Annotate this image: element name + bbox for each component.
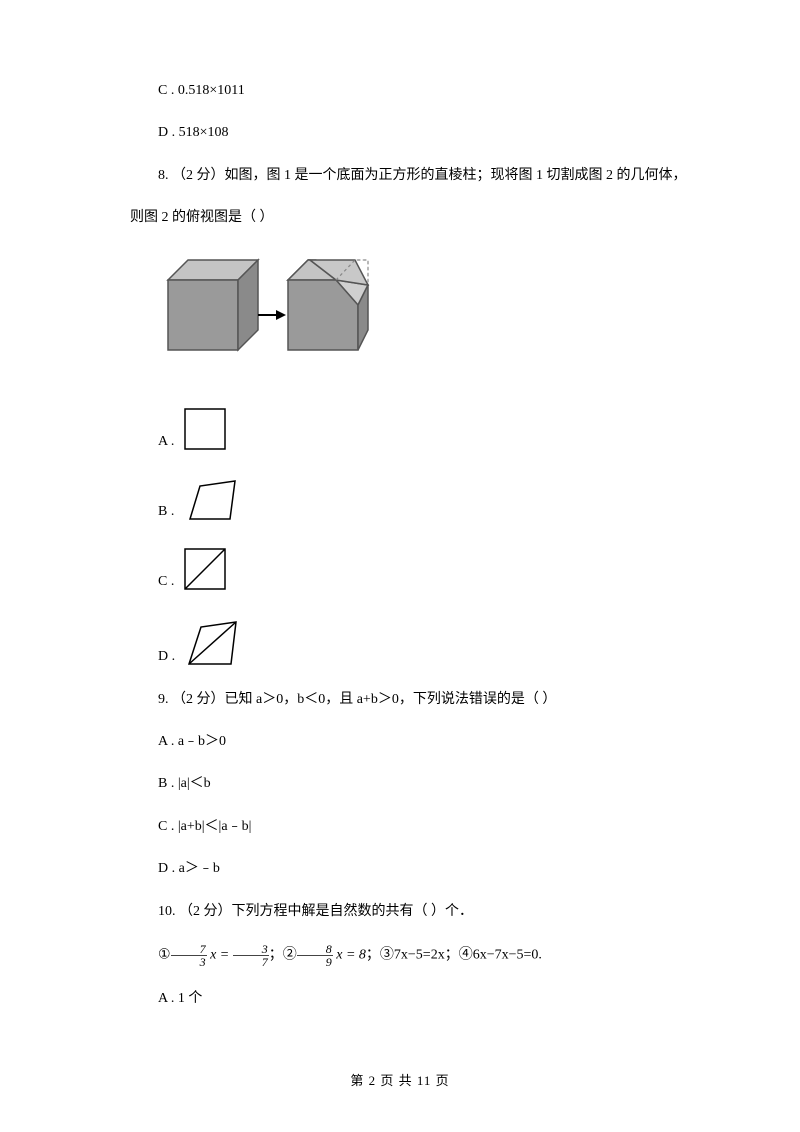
- frac-num: 7: [171, 943, 207, 956]
- q8-opt-b-svg: [180, 474, 240, 524]
- footer-page: 2: [369, 1073, 377, 1088]
- q8-option-c-label: C .: [130, 571, 174, 593]
- geom-figure-svg: [158, 250, 373, 380]
- q8-stem-line2: 则图 2 的俯视图是（ ）: [130, 207, 700, 229]
- prev-option-c: C . 0.518×1011: [130, 80, 700, 102]
- q10-eq-prefix: ①: [158, 948, 171, 963]
- eq-mid-2: x = 8: [336, 948, 366, 963]
- q8-option-b-label: B .: [130, 501, 174, 523]
- q8-opt-a-svg: [180, 404, 230, 454]
- q8-opt-c-svg: [180, 544, 230, 594]
- frac-den: 7: [233, 956, 269, 968]
- q8-opt-d-svg: [181, 614, 241, 669]
- footer-mid: 页 共: [380, 1073, 412, 1088]
- frac-num: 8: [297, 943, 333, 956]
- eq-mid-1: x =: [210, 948, 229, 963]
- arrow-icon: [258, 310, 286, 320]
- footer-right: 页: [436, 1073, 450, 1088]
- q10-tail: ；③7x−5=2x；④6x−7x−5=0.: [366, 948, 542, 963]
- footer-left: 第: [350, 1073, 364, 1088]
- q8-option-a: A .: [130, 404, 700, 454]
- q8-figure: [130, 250, 700, 380]
- q9-stem: 9. （2 分）已知 a＞0，b＜0，且 a+b＞0，下列说法错误的是（ ）: [130, 689, 700, 711]
- prev-option-d: D . 518×108: [130, 122, 700, 144]
- frac-den: 9: [297, 956, 333, 968]
- q8-option-d: D .: [130, 614, 700, 669]
- fig1-cube: [168, 260, 258, 350]
- q10-sep1: ；②: [269, 948, 297, 963]
- fig2-cut-prism: [288, 260, 368, 350]
- q10-option-a: A . 1 个: [130, 988, 700, 1010]
- q9-option-b: B . |a|＜b: [130, 773, 700, 795]
- q9-option-d: D . a＞﹣b: [130, 858, 700, 880]
- q9-option-c: C . |a+b|＜|a﹣b|: [130, 816, 700, 838]
- q8-stem-line1: 8. （2 分）如图，图 1 是一个底面为正方形的直棱柱；现将图 1 切割成图 …: [130, 165, 700, 187]
- q10-equations: ①73 x = 37；②89 x = 8；③7x−5=2x；④6x−7x−5=0…: [130, 943, 700, 968]
- footer-total: 11: [417, 1073, 432, 1088]
- page: C . 0.518×1011 D . 518×108 8. （2 分）如图，图 …: [0, 0, 800, 1132]
- q9-option-a: A . a﹣b＞0: [130, 731, 700, 753]
- q8-option-c: C .: [130, 544, 700, 594]
- q8-option-b: B .: [130, 474, 700, 524]
- frac-num: 3: [233, 943, 269, 956]
- q8-option-a-label: A .: [130, 431, 174, 453]
- page-footer: 第 2 页 共 11 页: [0, 1071, 800, 1092]
- frac-den: 3: [171, 956, 207, 968]
- q8-option-d-label: D .: [130, 646, 175, 668]
- q10-stem: 10. （2 分）下列方程中解是自然数的共有（ ）个．: [130, 901, 700, 923]
